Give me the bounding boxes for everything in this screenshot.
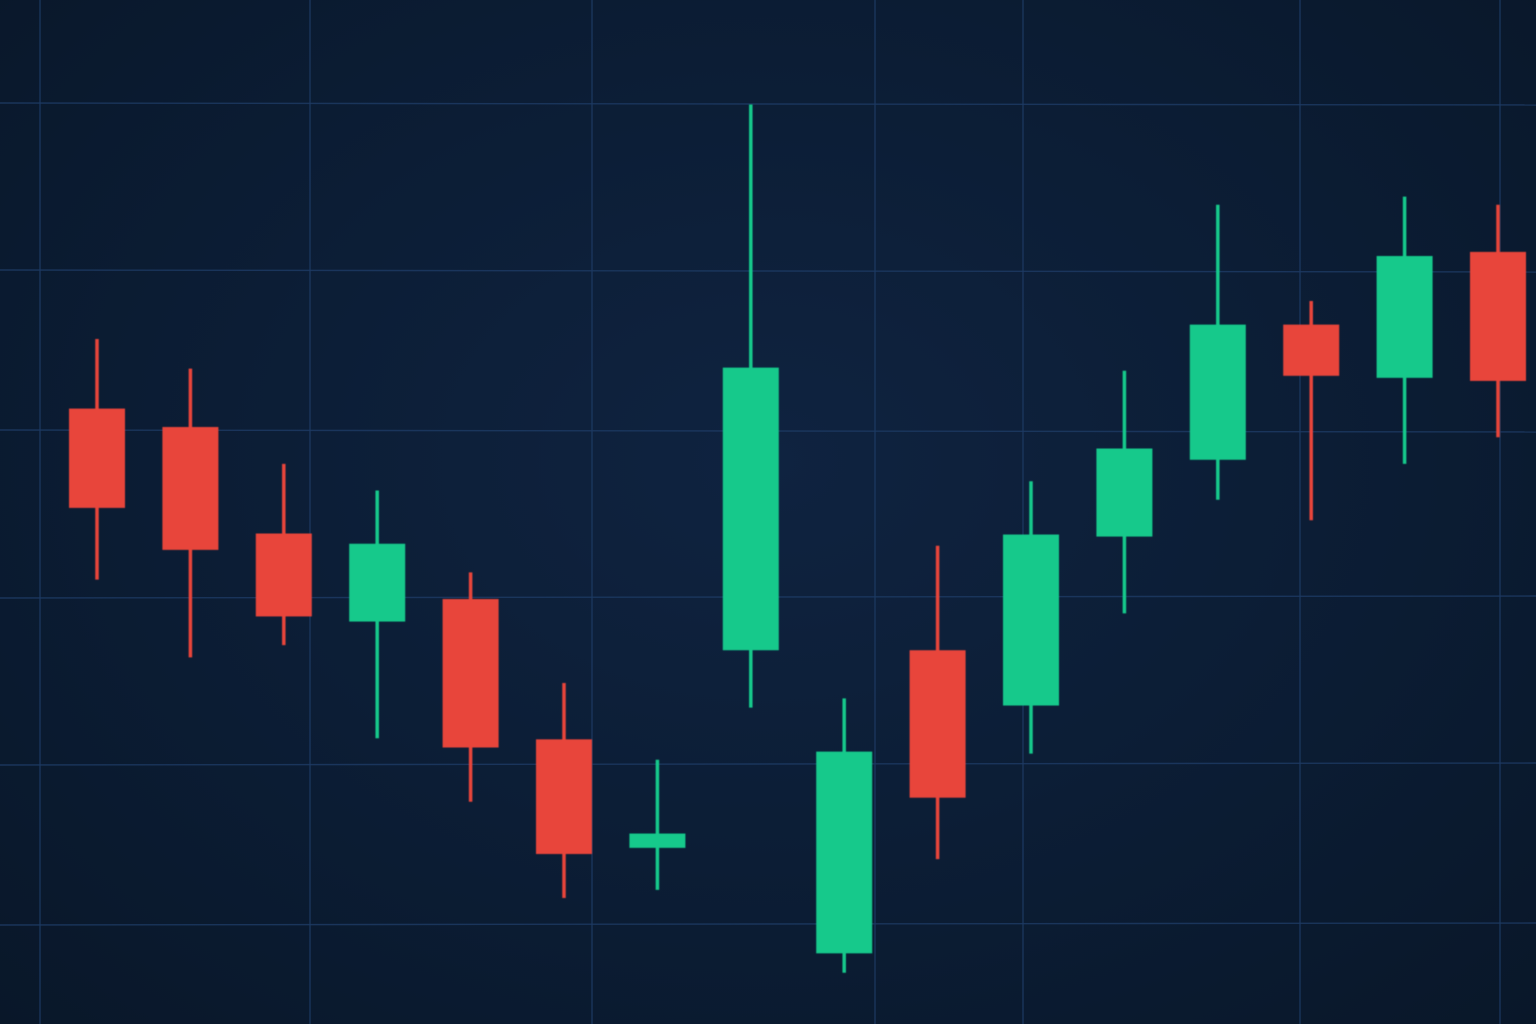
candle-9 — [816, 698, 873, 973]
candle-6 — [536, 683, 592, 899]
candle-body-up — [816, 751, 873, 954]
candle-10 — [909, 545, 966, 860]
grid-line-horizontal — [0, 102, 1536, 106]
candle-body-up — [349, 543, 406, 622]
grid-line-horizontal — [0, 269, 1536, 273]
candle-12 — [1096, 370, 1153, 614]
candle-body-up — [1376, 256, 1433, 378]
candle-16 — [1470, 204, 1526, 438]
candle-body-down — [162, 427, 219, 550]
candle-1 — [69, 338, 125, 580]
candle-14 — [1283, 301, 1340, 521]
candle-body-up — [1189, 324, 1246, 460]
candle-body-up — [722, 367, 779, 651]
candle-body-up — [1003, 534, 1059, 706]
candle-15 — [1376, 196, 1433, 464]
candle-13 — [1189, 204, 1246, 500]
candle-body-down — [69, 408, 125, 508]
grid-line-horizontal — [0, 762, 1536, 766]
candles — [69, 104, 1526, 973]
candle-5 — [442, 572, 499, 802]
candle-body-down — [1470, 251, 1526, 381]
candle-2 — [162, 368, 219, 658]
candle-body-up — [629, 833, 686, 848]
candle-8 — [722, 104, 779, 708]
grid-line-horizontal — [0, 922, 1536, 926]
candle-7 — [629, 759, 686, 890]
candle-body-up — [1096, 448, 1153, 537]
candle-body-down — [536, 739, 592, 855]
candle-4 — [349, 490, 406, 739]
candle-body-down — [442, 599, 499, 748]
candle-body-down — [909, 650, 966, 798]
candle-3 — [255, 463, 312, 646]
candle-11 — [1003, 481, 1059, 754]
candle-body-down — [255, 533, 312, 617]
candle-body-down — [1283, 324, 1340, 376]
